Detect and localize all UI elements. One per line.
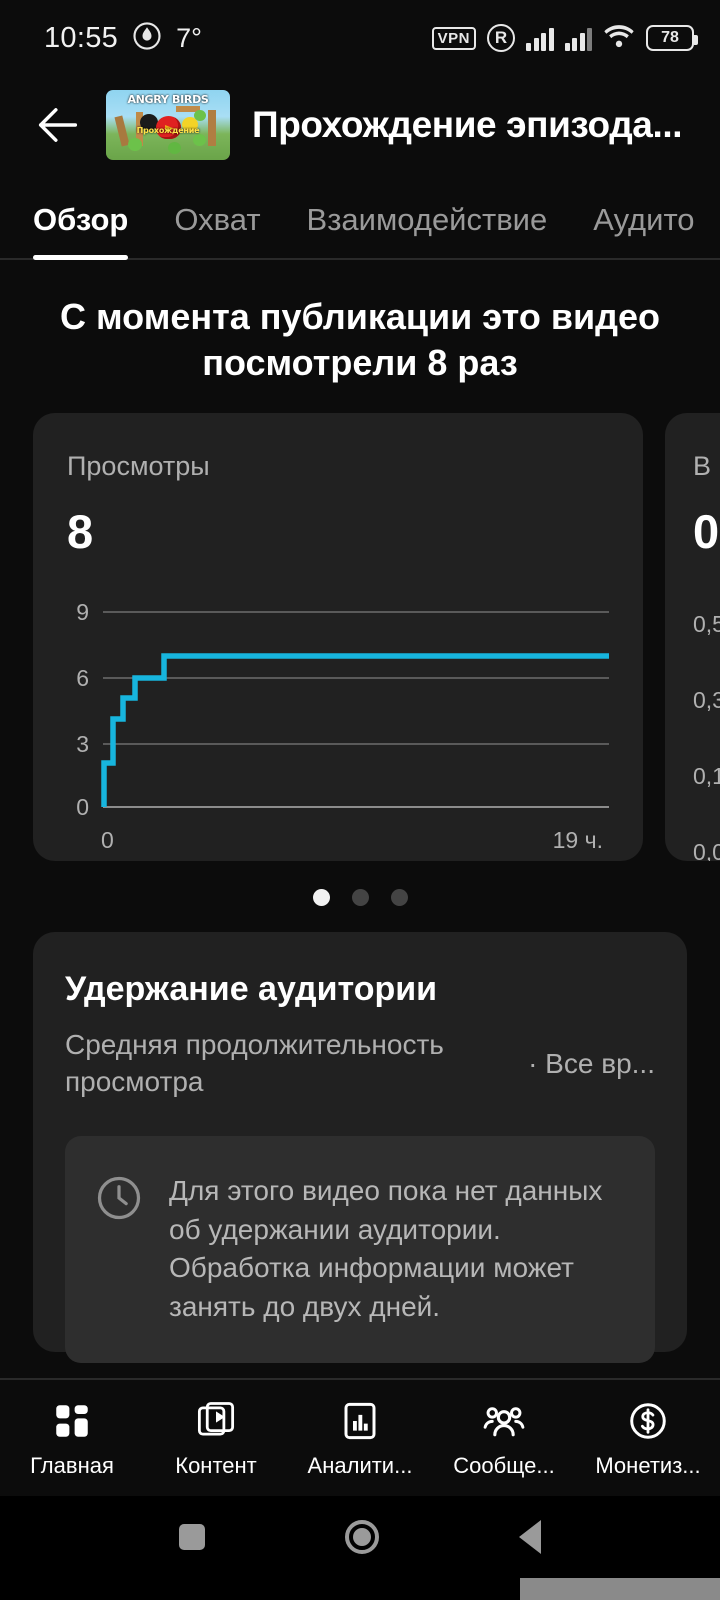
status-temperature: 7°: [176, 22, 202, 53]
views-card[interactable]: Просмотры 8 9 6 3 0 0 19 ч.: [33, 413, 643, 862]
tab-reach[interactable]: Охват: [174, 202, 261, 237]
next-card-y-axis: 0,5 0,3 0,1 0,0: [693, 611, 720, 861]
audience-retention-card[interactable]: Удержание аудитории Средняя продолжитель…: [33, 932, 687, 1363]
retention-date-range[interactable]: · Все вр...: [528, 1047, 655, 1079]
status-bar-left: 10:55 7°: [44, 21, 202, 56]
wifi-icon: [603, 23, 635, 54]
dashboard-grid-icon: [51, 1398, 93, 1444]
x-tick-end: 19 ч.: [552, 827, 603, 854]
back-arrow-icon[interactable]: [32, 99, 84, 151]
retention-notice-text: Для этого видео пока нет данных об удерж…: [169, 1175, 603, 1323]
carousel-dot-3[interactable]: [390, 889, 408, 907]
circle-icon[interactable]: [345, 1520, 379, 1554]
y-tick-6: 6: [76, 665, 89, 691]
analytics-tabs[interactable]: Обзор Охват Взаимодействие Аудито: [0, 174, 720, 260]
next-card-label: В: [693, 451, 712, 482]
page-title: Прохождение эпизода...: [252, 104, 683, 145]
next-card-value: 0: [693, 505, 720, 559]
nav-item-comments[interactable]: Сообще...: [432, 1398, 576, 1479]
tabs-divider: [0, 258, 720, 260]
status-bar: 10:55 7° VPN R 78: [0, 0, 720, 76]
retention-title: Удержание аудитории: [65, 970, 438, 1009]
people-icon: [482, 1398, 526, 1444]
video-thumbnail[interactable]: ANGRY BIRDS Прохождение: [106, 90, 230, 160]
vpn-icon: VPN: [431, 26, 476, 50]
retention-subtitle-row: Средняя продолжительность просмотра · Вс…: [65, 1027, 655, 1100]
views-card-value: 8: [67, 505, 94, 559]
nav-label-analytics: Аналити...: [307, 1452, 413, 1478]
thumbnail-subtitle: Прохождение: [136, 126, 200, 135]
y-tick-9: 9: [76, 599, 89, 625]
bar-chart-icon: [339, 1398, 381, 1444]
nav-item-content[interactable]: Контент: [144, 1398, 288, 1479]
gesture-bar: [0, 1578, 720, 1600]
clock-icon: [93, 1172, 145, 1229]
nav-label-comments: Сообще...: [453, 1452, 555, 1478]
battery-level: 78: [661, 29, 679, 46]
next-y-tick-0: 0,5: [693, 611, 720, 638]
status-bar-right: VPN R 78: [431, 23, 698, 54]
carousel-dot-2[interactable]: [351, 889, 369, 907]
carousel-dot-1[interactable]: [312, 889, 330, 907]
carousel-page-indicator[interactable]: [0, 861, 720, 932]
dollar-circle-icon: [627, 1398, 669, 1444]
square-icon[interactable]: [179, 1524, 205, 1550]
nav-item-home[interactable]: Главная: [0, 1398, 144, 1479]
views-series-line: [101, 653, 609, 808]
views-line-chart: 9 6 3 0 0 19 ч.: [67, 597, 609, 853]
flame-icon: [132, 21, 162, 56]
y-tick-3: 3: [76, 731, 89, 757]
retention-notice: Для этого видео пока нет данных об удерж…: [65, 1136, 655, 1363]
bottom-navigation[interactable]: Главная Контент Аналити...: [0, 1378, 720, 1496]
headline-text: С момента публикации это видео посмотрел…: [60, 296, 660, 383]
next-metric-card[interactable]: В 0 0,5 0,3 0,1 0,0: [665, 413, 720, 862]
video-stack-icon: [195, 1398, 237, 1444]
next-y-tick-2: 0,1: [693, 763, 720, 790]
android-system-nav[interactable]: [0, 1496, 720, 1578]
nav-item-monetization[interactable]: Монетиз...: [576, 1398, 720, 1479]
status-time: 10:55: [44, 21, 119, 54]
tab-engagement[interactable]: Взаимодействие: [306, 202, 548, 237]
battery-icon: 78: [646, 25, 698, 51]
triangle-back-icon[interactable]: [519, 1520, 541, 1554]
x-tick-start: 0: [101, 827, 114, 854]
roaming-icon: R: [487, 24, 515, 52]
thumbnail-title: ANGRY BIRDS: [127, 93, 209, 106]
nav-label-monetization: Монетиз...: [595, 1452, 701, 1478]
next-y-tick-3: 0,0: [693, 839, 720, 862]
retention-subtitle: Средняя продолжительность просмотра: [65, 1029, 444, 1097]
views-x-axis: 0 19 ч.: [67, 819, 609, 854]
signal-sim1-icon: [526, 25, 554, 51]
nav-label-content: Контент: [175, 1452, 257, 1478]
app-header: ANGRY BIRDS Прохождение Прохождение эпиз…: [0, 76, 720, 174]
metric-carousel[interactable]: Просмотры 8 9 6 3 0 0 19 ч.: [0, 413, 720, 862]
tab-overview[interactable]: Обзор: [33, 202, 129, 260]
signal-sim2-icon: [564, 25, 592, 51]
next-y-tick-1: 0,3: [693, 687, 720, 714]
nav-item-analytics[interactable]: Аналити...: [288, 1398, 432, 1479]
nav-label-home: Главная: [30, 1452, 114, 1478]
tab-audience[interactable]: Аудито: [593, 202, 695, 237]
y-tick-0: 0: [76, 794, 89, 819]
views-card-label: Просмотры: [67, 451, 210, 482]
